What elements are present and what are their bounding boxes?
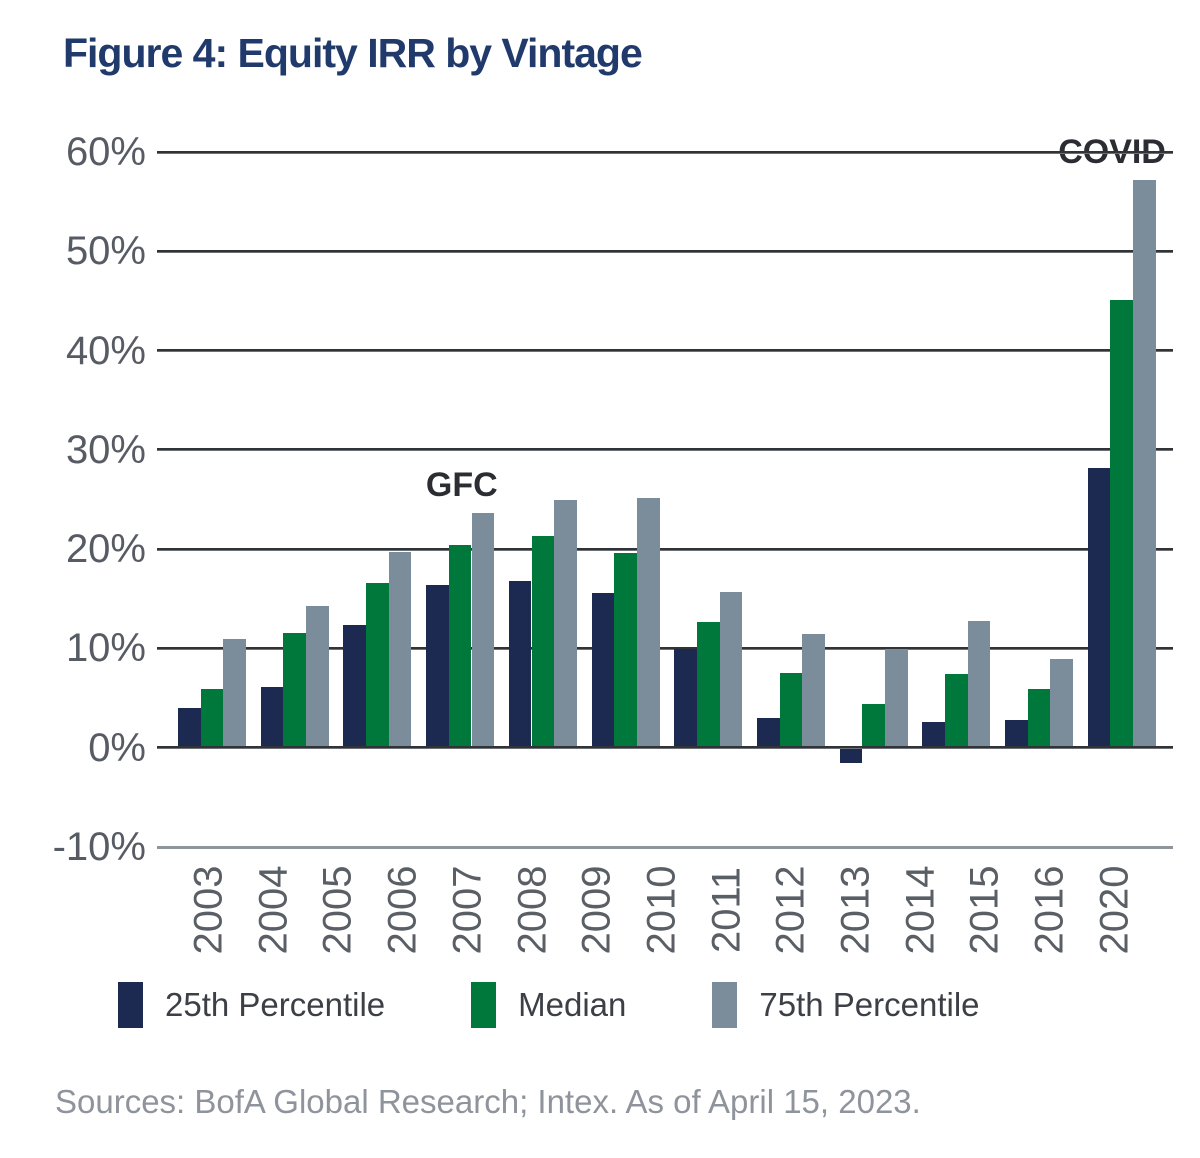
y-tick-label: 0% <box>88 725 146 770</box>
bar-group10-median <box>945 674 968 747</box>
page-title: Figure 4: Equity IRR by Vintage <box>63 30 643 76</box>
bar-group7-75th-percentile <box>719 591 743 747</box>
gridline--10% <box>157 845 1173 849</box>
y-tick-label: 10% <box>65 626 146 671</box>
gridline-10% <box>157 646 1173 650</box>
bar-group4-25th-percentile <box>426 584 449 747</box>
bar-group4-75th-percentile <box>471 513 495 747</box>
bar-group2-75th-percentile <box>306 605 329 747</box>
x-tick-label-2010: 2010 <box>639 865 684 954</box>
gridline-30% <box>157 448 1173 452</box>
bar-group6-75th-percentile <box>636 497 660 747</box>
source-note: Sources: BofA Global Research; Intex. As… <box>55 1083 921 1120</box>
bar-group3-median <box>366 582 389 747</box>
x-tick-label-2012: 2012 <box>768 865 813 954</box>
gridline-50% <box>157 249 1173 253</box>
legend: 25th Percentile Median 75th Percentile <box>118 982 980 1028</box>
bar-group3-25th-percentile <box>343 624 367 747</box>
x-tick-label-2005: 2005 <box>315 865 360 954</box>
bar-group12-25th-percentile <box>1087 467 1111 747</box>
bar-group11-median <box>1027 689 1051 747</box>
x-tick-label-2020: 2020 <box>1092 865 1137 954</box>
legend-item-75th-percentile: 75th Percentile <box>712 982 980 1028</box>
y-tick-label: -10% <box>52 825 146 869</box>
bar-group8-median <box>779 673 803 747</box>
x-tick-label-2013: 2013 <box>833 865 878 954</box>
y-tick-label: 20% <box>65 527 146 572</box>
gridline-40% <box>157 349 1173 353</box>
y-tick-label: 40% <box>65 328 146 373</box>
bar-group12-75th-percentile <box>1133 179 1156 747</box>
bar-group1-75th-percentile <box>223 638 247 747</box>
bar-group5-75th-percentile <box>554 499 577 747</box>
x-axis: 2003 2004 2005 2006 2007 2008 2009 2010 2011 2012… <box>157 852 1173 967</box>
x-tick-label-2004: 2004 <box>251 865 296 954</box>
bar-group1-median <box>200 689 224 747</box>
bar-group9-75th-percentile <box>885 649 908 747</box>
x-tick-label-2011: 2011 <box>704 866 749 953</box>
gridline-20% <box>157 547 1173 551</box>
bar-group10-75th-percentile <box>967 620 991 747</box>
x-tick-label-2006: 2006 <box>380 865 425 954</box>
bar-group5-median <box>531 536 555 747</box>
legend-item-median: Median <box>471 982 626 1028</box>
bar-group6-median <box>614 553 637 747</box>
bar-group1-25th-percentile <box>178 708 201 747</box>
legend-swatch-75th-percentile-icon <box>712 982 738 1028</box>
plot-area: GFC COVID <box>157 133 1173 849</box>
x-tick-label-2015: 2015 <box>962 865 1007 954</box>
bar-group7-median <box>696 621 720 747</box>
bar-group9-25th-percentile <box>839 749 863 764</box>
bar-group10-25th-percentile <box>922 721 945 747</box>
y-tick-label: 50% <box>65 229 146 274</box>
x-tick-label-2016: 2016 <box>1027 865 1072 954</box>
x-tick-label-2014: 2014 <box>898 865 943 954</box>
bar-group7-25th-percentile <box>674 649 697 747</box>
bar-group2-25th-percentile <box>260 687 284 747</box>
x-tick-label-2008: 2008 <box>510 865 554 954</box>
y-tick-label: 30% <box>65 427 146 472</box>
legend-swatch-25th-percentile-icon <box>118 982 143 1028</box>
legend-label: Median <box>518 986 627 1023</box>
bar-group2-median <box>283 632 307 747</box>
bar-group3-75th-percentile <box>388 552 412 747</box>
bar-group5-25th-percentile <box>508 580 532 747</box>
x-tick-label-2003: 2003 <box>186 865 231 954</box>
gridline-0% <box>157 746 1173 750</box>
bar-group6-25th-percentile <box>591 592 615 747</box>
gridline-60% <box>157 150 1173 154</box>
y-tick-label: 60% <box>65 130 146 174</box>
legend-label: 75th Percentile <box>759 986 980 1023</box>
bar-group12-median <box>1110 299 1134 747</box>
bar-group9-median <box>862 704 885 747</box>
bar-group11-25th-percentile <box>1005 719 1028 747</box>
bar-group8-75th-percentile <box>802 633 825 747</box>
legend-label: 25th Percentile <box>165 986 386 1023</box>
bar-group11-75th-percentile <box>1050 659 1074 747</box>
x-tick-label-2009: 2009 <box>574 865 619 954</box>
bar-group8-25th-percentile <box>756 717 780 747</box>
legend-item-25th-percentile: 25th Percentile <box>118 982 385 1028</box>
annotation-gfc: GFC <box>425 465 498 504</box>
x-tick-label-2007: 2007 <box>445 865 490 954</box>
legend-swatch-median-icon <box>471 982 497 1028</box>
bar-group4-median <box>448 545 472 747</box>
